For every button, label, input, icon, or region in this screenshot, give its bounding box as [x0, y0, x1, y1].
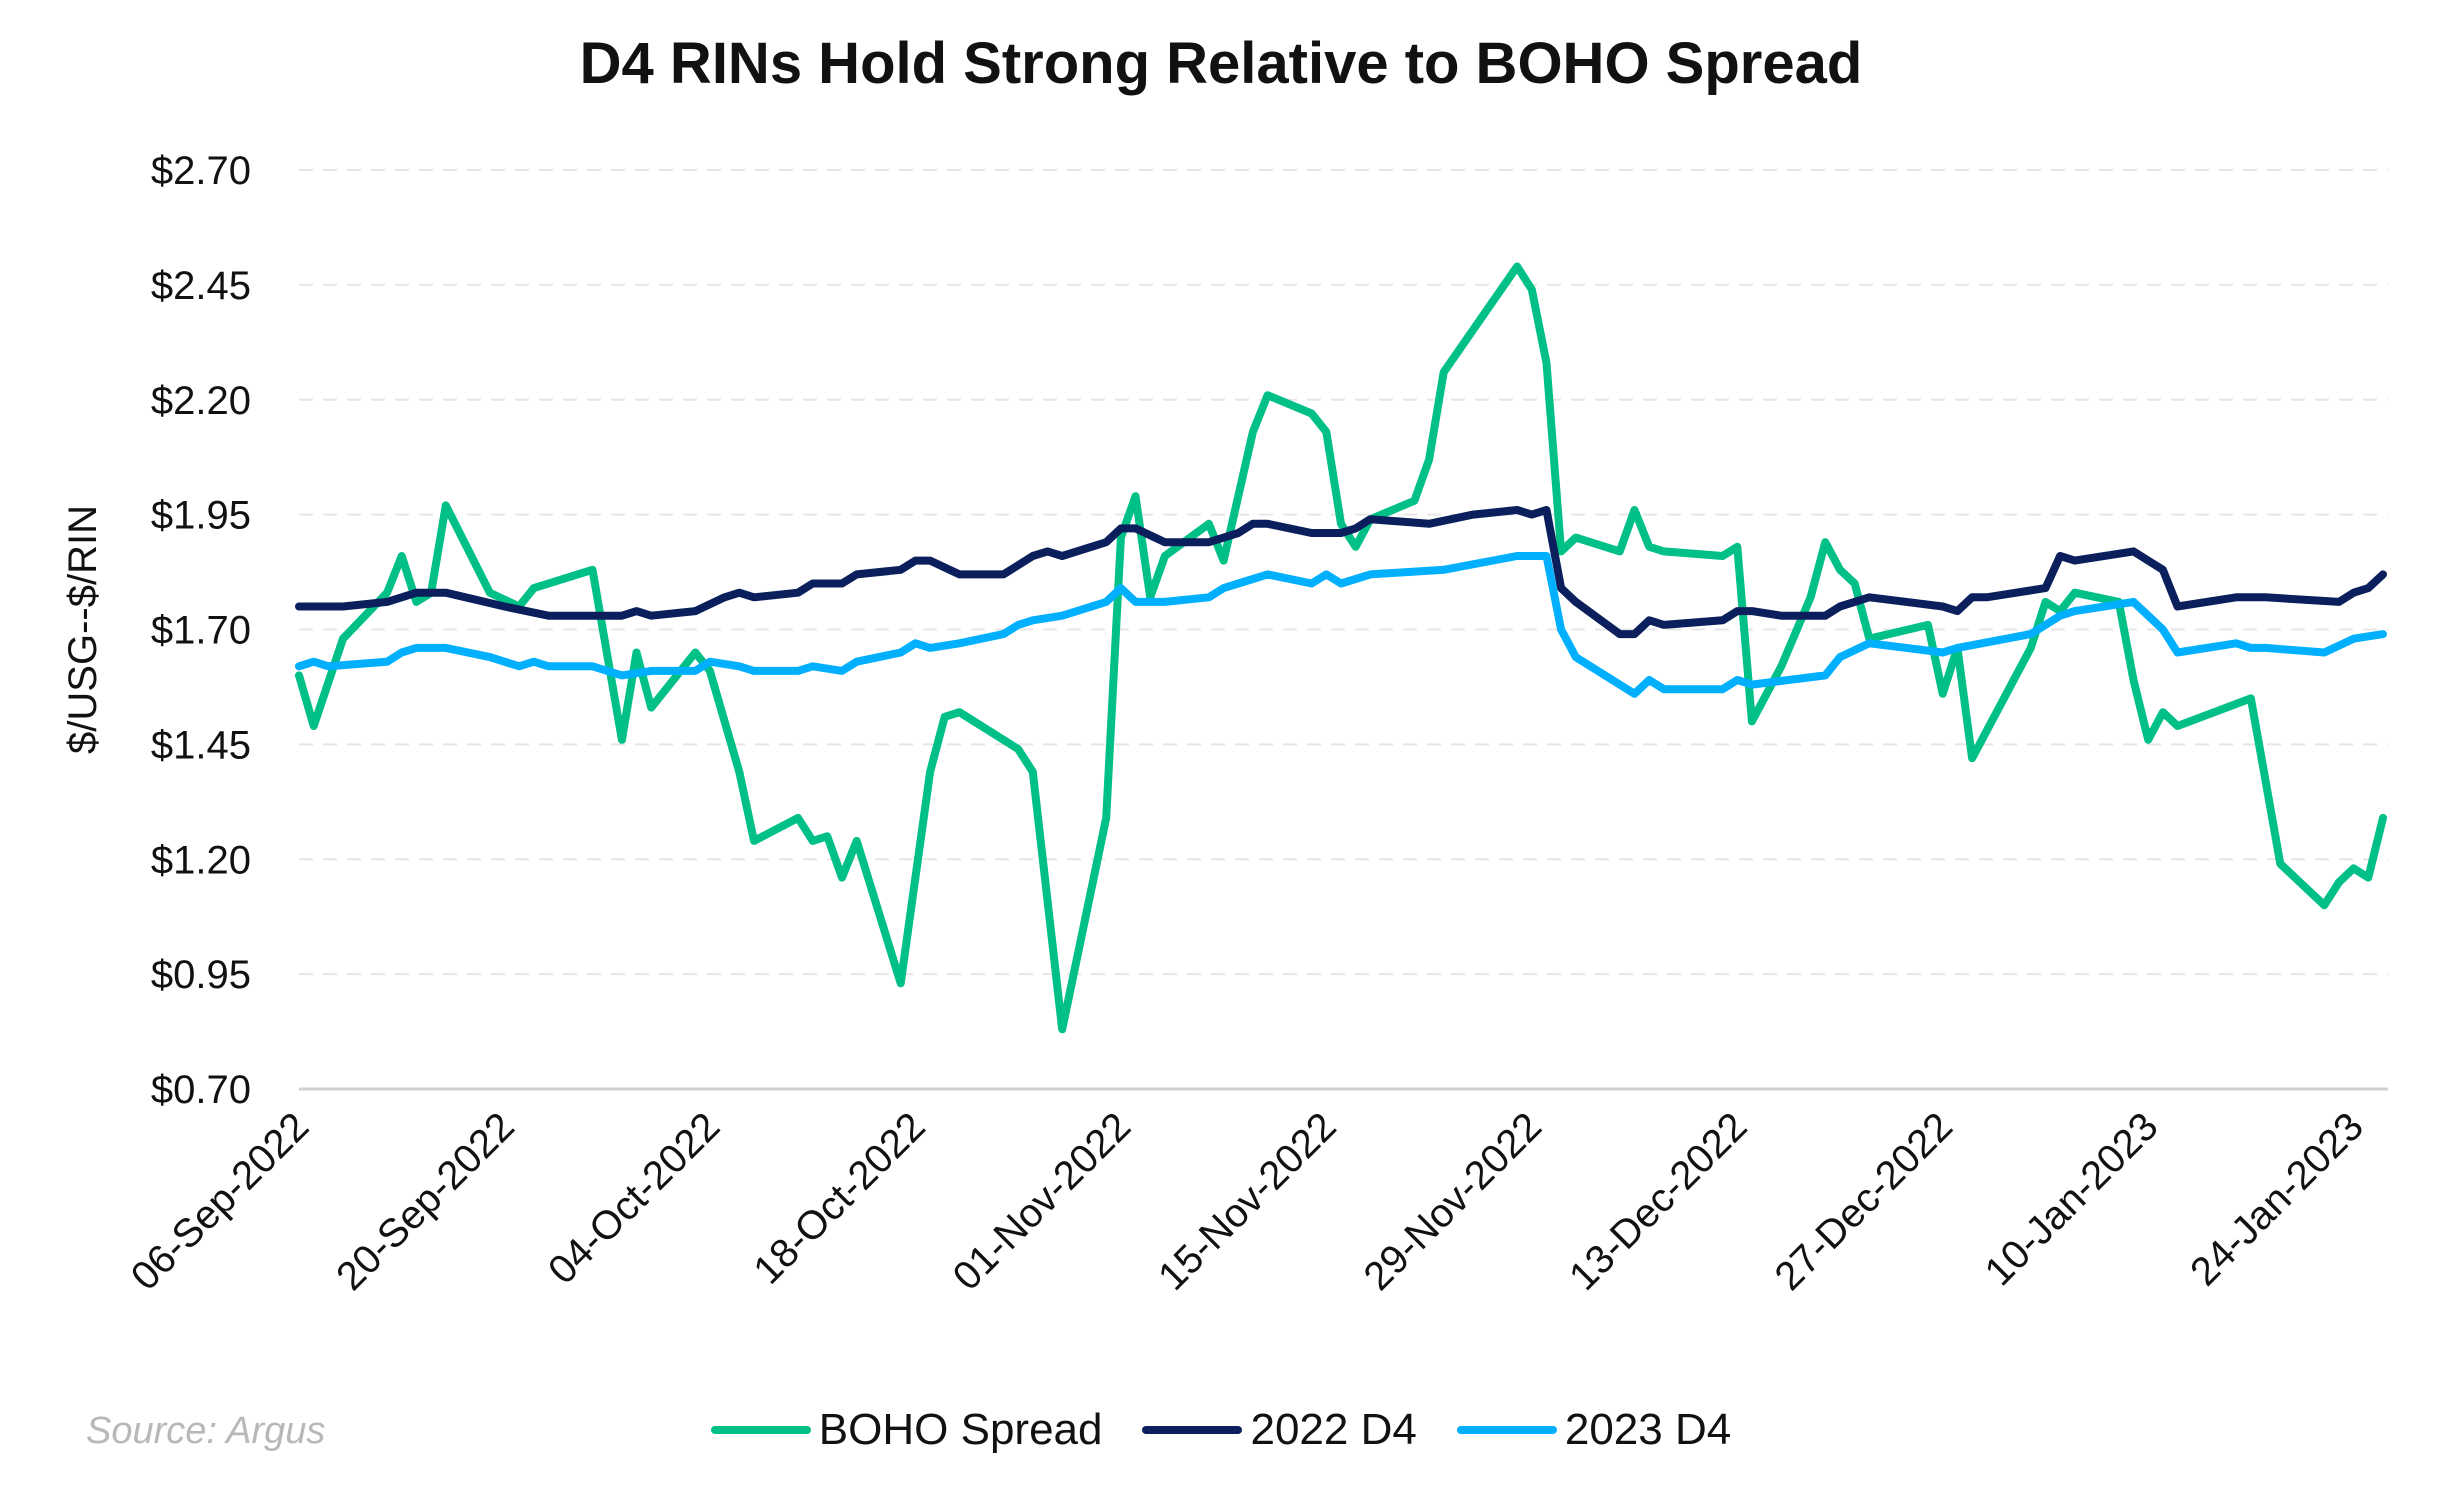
y-tick-label: $1.95: [151, 494, 251, 538]
legend-label: 2023 D4: [1564, 1405, 1732, 1454]
x-tick-label: 29-Nov-2022: [1356, 1104, 1551, 1299]
y-tick-label: $1.20: [151, 838, 251, 882]
y-tick-label: $2.45: [151, 264, 251, 308]
source-note: Source: Argus: [86, 1410, 326, 1452]
legend-swatch: [1142, 1426, 1243, 1434]
x-tick-label: 20-Sep-2022: [328, 1104, 523, 1299]
x-tick-label: 04-Oct-2022: [540, 1104, 728, 1292]
x-tick-label: 01-Nov-2022: [945, 1104, 1140, 1299]
series-line-boho-spread: [295, 262, 2387, 1034]
y-tick-label: $1.45: [151, 723, 251, 767]
y-tick-label: $2.20: [151, 379, 251, 423]
legend: BOHO Spread 2022 D4 2023 D4: [0, 1405, 2442, 1455]
y-tick-label: $0.95: [151, 953, 251, 997]
x-tick-label: 06-Sep-2022: [123, 1104, 318, 1299]
legend-swatch: [1456, 1426, 1557, 1434]
legend-item-boho: BOHO Spread: [710, 1405, 1103, 1455]
legend-swatch: [710, 1426, 811, 1434]
legend-label: BOHO Spread: [818, 1405, 1103, 1454]
chart-title: D4 RINs Hold Strong Relative to BOHO Spr…: [579, 31, 1863, 96]
x-tick-label: 18-Oct-2022: [745, 1104, 933, 1292]
legend-item-2023-d4: 2023 D4: [1456, 1405, 1732, 1455]
y-tick-label: $1.70: [151, 609, 251, 653]
y-tick-label: $0.70: [151, 1068, 251, 1112]
series-line-2023-d4: [295, 552, 2387, 698]
x-tick-label: 10-Jan-2023: [1977, 1104, 2167, 1294]
y-tick-label: $2.70: [151, 149, 251, 193]
legend-label: 2022 D4: [1250, 1405, 1417, 1454]
x-tick-label: 13-Dec-2022: [1561, 1104, 1756, 1299]
legend-item-2022-d4: 2022 D4: [1142, 1405, 1417, 1455]
series-line-2022-d4: [295, 506, 2387, 639]
y-axis-label: $/USG--$/RIN: [61, 505, 105, 754]
x-tick-label: 27-Dec-2022: [1766, 1104, 1961, 1299]
x-tick-label: 24-Jan-2023: [2182, 1104, 2372, 1294]
x-tick-label: 15-Nov-2022: [1150, 1104, 1345, 1299]
